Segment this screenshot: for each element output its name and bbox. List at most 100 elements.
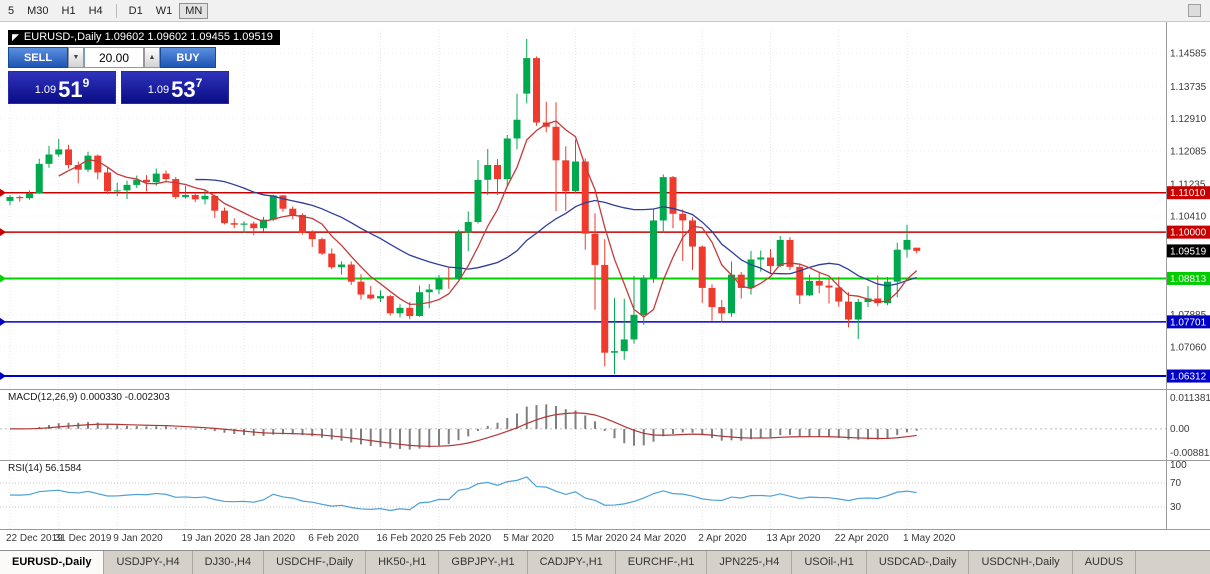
date-label: 22 Dec 2019 (6, 533, 63, 544)
candle (308, 232, 316, 240)
candle (513, 119, 521, 139)
candle (328, 253, 336, 268)
line-anchor-icon (0, 317, 6, 326)
candle (815, 280, 823, 286)
timeframe-button-H1[interactable]: H1 (56, 3, 82, 19)
candle (620, 339, 628, 352)
price-badge (1167, 271, 1210, 285)
price-badge (1167, 369, 1210, 383)
candle (806, 280, 813, 296)
date-label: 2 Apr 2020 (698, 533, 747, 544)
line-anchor-icon (0, 372, 6, 381)
chart-tab[interactable]: HK50-,H1 (366, 551, 440, 574)
candle (698, 246, 706, 288)
candle (903, 239, 911, 250)
macd-signal-line (9, 412, 917, 447)
chart-tab[interactable]: USDCHF-,Daily (264, 551, 367, 574)
chart-tab[interactable]: DJ30-,H4 (193, 551, 265, 574)
toolbar-mini-button[interactable] (1188, 4, 1201, 17)
candle (182, 195, 189, 198)
candle (669, 177, 677, 214)
chart-tab[interactable]: GBPJPY-,H1 (439, 551, 528, 574)
candle (347, 264, 355, 282)
price-badge (1167, 186, 1210, 200)
volume-decrease-button[interactable]: ▼ (68, 47, 84, 68)
ask-pipette: 7 (195, 76, 203, 90)
ma-line-6 (58, 120, 918, 318)
candle (825, 285, 833, 288)
candle (864, 298, 872, 302)
volume-increase-button[interactable]: ▲ (144, 47, 160, 68)
rsi-tick-label: 30 (1170, 502, 1182, 513)
candle (123, 184, 131, 191)
candle (191, 195, 199, 200)
candle (279, 195, 287, 209)
timeframe-button-H4[interactable]: H4 (83, 3, 109, 19)
timeframe-button-D1[interactable]: D1 (123, 3, 149, 19)
chart-tab[interactable]: AUDUS (1073, 551, 1137, 574)
rsi-tick-label: 100 (1170, 460, 1187, 471)
chart-tab[interactable]: USDCAD-,Daily (867, 551, 970, 574)
candle (523, 58, 531, 94)
candle (757, 257, 765, 260)
chart-canvas[interactable]: 1.14585 1.13735 1.12910 1.12085 1.11235 1.104… (0, 22, 1210, 550)
timeframe-button-MN[interactable]: MN (179, 2, 209, 19)
candle (767, 257, 774, 267)
ask-price-display[interactable]: 1.09 53 7 (121, 71, 229, 104)
candle (113, 190, 121, 192)
chart-tab[interactable]: JPN225-,H4 (707, 551, 793, 574)
chart-tab[interactable]: EURUSD-,Daily (0, 551, 105, 574)
candle (474, 179, 482, 222)
ask-pips: 53 (171, 77, 196, 102)
candle (289, 208, 297, 215)
quote-row: 1.09 51 9 1.09 53 7 (8, 71, 229, 104)
chart-cursor-icon: ◤ (12, 31, 19, 42)
price-badge-label: 1.10000 (1170, 228, 1207, 239)
candle (357, 281, 365, 295)
timeframe-button-M30[interactable]: M30 (21, 3, 54, 19)
chart-tab[interactable]: USDCNH-,Daily (969, 551, 1073, 574)
timeframe-button-W1[interactable]: W1 (150, 3, 179, 19)
volume-input[interactable] (84, 47, 144, 68)
candle (913, 247, 921, 251)
candle (581, 161, 589, 234)
one-click-trading-panel: SELL ▼ ▲ BUY 1.09 51 9 1.09 53 7 (8, 47, 229, 104)
bid-price-display[interactable]: 1.09 51 9 (8, 71, 116, 104)
price-tick-label: 1.11235 (1170, 179, 1206, 190)
price-badge-label: 1.07701 (1170, 317, 1207, 328)
date-label: 1 May 2020 (903, 533, 956, 544)
candle (133, 179, 141, 185)
macd-tick-label: 0.011381 (1170, 393, 1210, 404)
candle (455, 232, 462, 279)
spinner-down-icon: ▼ (72, 54, 80, 61)
candle (630, 314, 638, 340)
buy-button[interactable]: BUY (160, 47, 216, 68)
price-badge (1167, 315, 1210, 329)
chart-tab[interactable]: CADJPY-,H1 (528, 551, 616, 574)
chart-tab[interactable]: USOil-,H1 (792, 551, 867, 574)
chart-area: 1.14585 1.13735 1.12910 1.12085 1.11235 1.104… (0, 22, 1210, 550)
candle (240, 223, 248, 225)
spinner-up-icon: ▲ (148, 54, 156, 61)
sell-button[interactable]: SELL (8, 47, 68, 68)
date-label: 25 Feb 2020 (435, 533, 492, 544)
candle (796, 266, 804, 296)
candle (65, 149, 72, 166)
candle (718, 307, 726, 314)
toolbar-separator (115, 3, 117, 18)
price-badge-label: 1.08813 (1170, 274, 1207, 285)
bid-pips: 51 (58, 77, 83, 102)
candle (74, 165, 82, 170)
price-tick-label: 1.13735 (1170, 82, 1207, 93)
chart-tab[interactable]: EURCHF-,H1 (616, 551, 708, 574)
timeframe-button-5[interactable]: 5 (2, 3, 20, 19)
price-tick-label: 1.07060 (1170, 342, 1207, 353)
line-anchor-icon (0, 274, 6, 283)
macd-panel: 0.011381 0.00 -0.00881 (0, 393, 1210, 459)
macd-tick-label: -0.00881 (1170, 448, 1210, 459)
candle (893, 249, 901, 282)
chart-tab[interactable]: USDJPY-,H4 (104, 551, 193, 574)
candle (318, 239, 326, 254)
candle (737, 274, 745, 288)
